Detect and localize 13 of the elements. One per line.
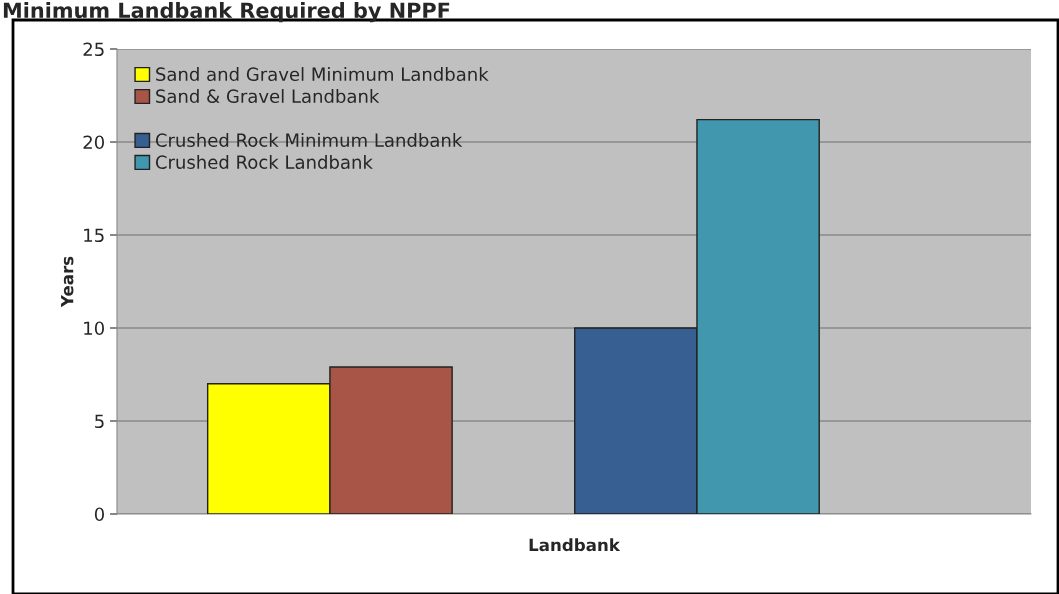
y-tick-label: 5 — [95, 414, 104, 429]
legend-label: Sand and Gravel Minimum Landbank — [156, 67, 489, 82]
y-tick-label: 0 — [94, 507, 104, 522]
y-tick-label: 25 — [83, 42, 104, 57]
legend-label: Crushed Rock Landbank — [155, 155, 373, 169]
x-axis-title: Landbank — [529, 538, 621, 552]
legend-label: Sand & Gravel Landbank — [156, 89, 380, 104]
chart-title: Minimum Landbank Required by NPPF — [3, 2, 450, 23]
y-tick-label: 20 — [83, 135, 104, 150]
legend-label: Crushed Rock Minimum Landbank — [155, 133, 463, 147]
y-tick-label: 10 — [84, 321, 104, 336]
y-axis-title: Years — [61, 256, 74, 308]
y-tick-label: 15 — [84, 228, 104, 243]
